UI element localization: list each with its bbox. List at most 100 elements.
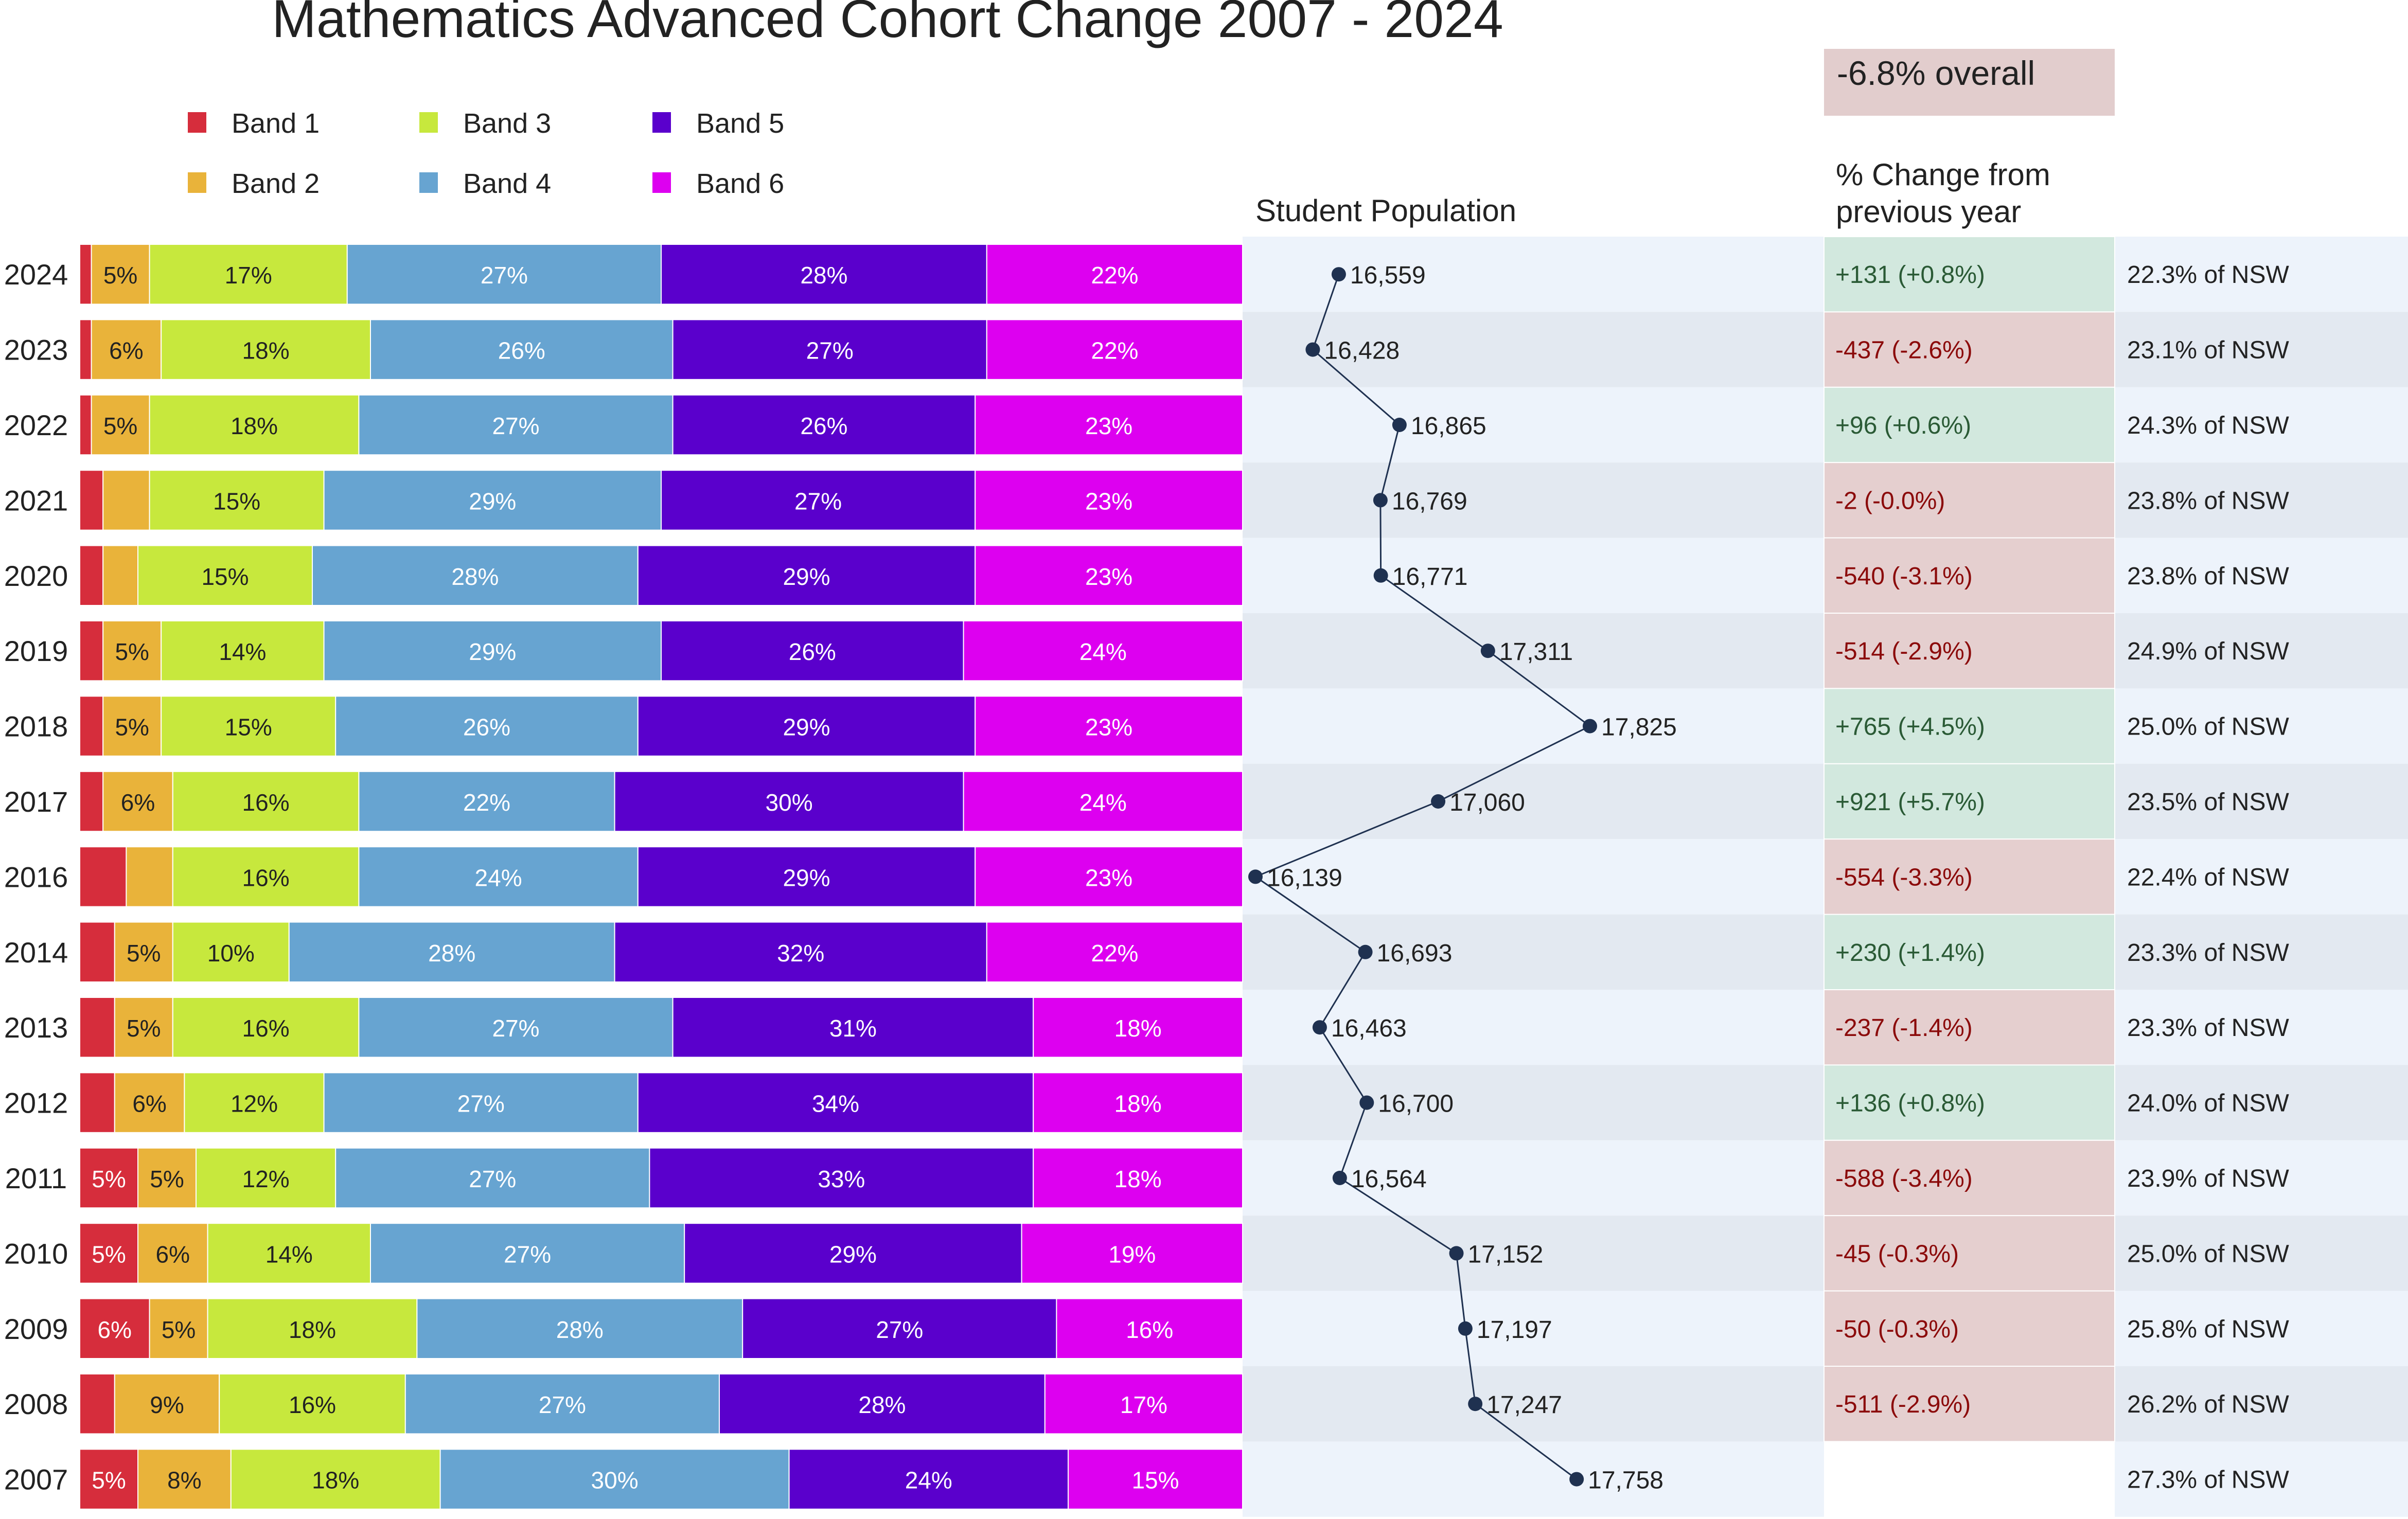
bar-segment-band6 bbox=[986, 319, 1244, 380]
bar-label-band6: 23% bbox=[1085, 864, 1132, 891]
change-cell-bg bbox=[1823, 914, 2115, 990]
population-row-bg bbox=[1243, 1216, 1824, 1291]
bar-label-band2: 5% bbox=[115, 714, 149, 741]
bar-label-band1: 5% bbox=[92, 1166, 126, 1192]
year-label: 2011 bbox=[5, 1162, 67, 1194]
change-cell-bg bbox=[1823, 688, 2115, 764]
change-cell-label: -514 (-2.9%) bbox=[1835, 638, 1973, 665]
year-label: 2020 bbox=[4, 560, 68, 592]
bar-label-band4: 30% bbox=[591, 1467, 639, 1494]
bar-label-band6: 23% bbox=[1085, 488, 1132, 514]
bar-segment-band2 bbox=[102, 545, 138, 606]
bar-label-band6: 22% bbox=[1091, 337, 1138, 364]
nsw-row-bg bbox=[2115, 990, 2408, 1065]
bar-segment-band1 bbox=[79, 1298, 150, 1360]
bar-segment-band5 bbox=[661, 244, 987, 305]
change-cell-label: +96 (+0.6%) bbox=[1835, 412, 1971, 439]
bar-segment-band1 bbox=[79, 1449, 138, 1510]
bar-label-band3: 16% bbox=[289, 1391, 336, 1418]
population-point bbox=[1449, 1246, 1464, 1261]
legend-label-band2: Band 2 bbox=[232, 168, 320, 199]
population-point bbox=[1248, 869, 1263, 884]
bar-segment-band1 bbox=[79, 319, 92, 380]
year-label: 2008 bbox=[4, 1388, 68, 1420]
bar-segment-band6 bbox=[975, 846, 1243, 907]
population-row-bg bbox=[1243, 688, 1824, 764]
bar-segment-band1 bbox=[79, 1223, 138, 1284]
bar-label-band4: 27% bbox=[457, 1091, 505, 1117]
bar-segment-band6 bbox=[1056, 1298, 1243, 1360]
bar-segment-band6 bbox=[975, 695, 1243, 757]
change-cell-label: -45 (-0.3%) bbox=[1835, 1240, 1959, 1267]
bar-segment-band1 bbox=[79, 244, 92, 305]
population-row-bg bbox=[1243, 1065, 1824, 1140]
bar-segment-band2 bbox=[126, 846, 173, 907]
bar-segment-band2 bbox=[114, 1373, 220, 1435]
change-cell-bg bbox=[1823, 763, 2115, 840]
legend-label-band3: Band 3 bbox=[463, 108, 551, 139]
bar-label-band6: 24% bbox=[1079, 789, 1127, 816]
population-point bbox=[1358, 944, 1373, 959]
nsw-row-bg bbox=[2115, 1291, 2408, 1366]
bar-label-band2: 6% bbox=[132, 1091, 166, 1117]
change-cell-label: -511 (-2.9%) bbox=[1835, 1391, 1971, 1418]
bar-label-band3: 18% bbox=[312, 1467, 359, 1494]
bar-label-band2: 5% bbox=[103, 262, 137, 289]
nsw-row-bg bbox=[2115, 839, 2408, 915]
bar-segment-band3 bbox=[172, 921, 290, 982]
bar-segment-band4 bbox=[404, 1373, 720, 1435]
bar-label-band3: 15% bbox=[213, 488, 260, 514]
bar-segment-band5 bbox=[672, 394, 976, 456]
bar-segment-band4 bbox=[358, 771, 615, 832]
population-point bbox=[1431, 794, 1446, 809]
bar-label-band2: 6% bbox=[156, 1241, 190, 1267]
bar-segment-band4 bbox=[323, 1072, 639, 1133]
bar-label-band4: 24% bbox=[475, 864, 522, 891]
bar-label-band6: 23% bbox=[1085, 413, 1132, 439]
bar-segment-band1 bbox=[79, 921, 115, 982]
population-row-bg bbox=[1243, 990, 1824, 1065]
change-cell-label: -588 (-3.4%) bbox=[1835, 1165, 1973, 1192]
change-cell-bg bbox=[1823, 462, 2115, 539]
bar-label-band1: 5% bbox=[92, 1467, 126, 1494]
population-value-label: 17,247 bbox=[1486, 1391, 1562, 1419]
nsw-share-label: 25.8% of NSW bbox=[2127, 1316, 2289, 1343]
bar-label-band6: 17% bbox=[1120, 1391, 1167, 1418]
bar-label-band6: 22% bbox=[1091, 262, 1138, 289]
change-cell-bg bbox=[1823, 1215, 2115, 1292]
bar-segment-band6 bbox=[1033, 997, 1243, 1058]
population-row-bg bbox=[1243, 1441, 1824, 1517]
bar-label-band3: 14% bbox=[265, 1241, 313, 1267]
legend-label-band1: Band 1 bbox=[232, 108, 320, 139]
change-cell-bg bbox=[1823, 1064, 2115, 1141]
bar-segment-band2 bbox=[102, 470, 150, 531]
bar-label-band5: 26% bbox=[789, 638, 836, 665]
bar-label-band5: 31% bbox=[829, 1015, 877, 1042]
nsw-share-label: 23.3% of NSW bbox=[2127, 1014, 2289, 1042]
bar-label-band2: 9% bbox=[150, 1391, 184, 1418]
bar-label-band1: 5% bbox=[92, 1241, 126, 1267]
nsw-share-label: 22.4% of NSW bbox=[2127, 864, 2289, 891]
change-cell-label: +136 (+0.8%) bbox=[1835, 1090, 1985, 1117]
nsw-share-label: 23.9% of NSW bbox=[2127, 1165, 2289, 1192]
change-header-line2: previous year bbox=[1836, 194, 2021, 229]
year-label: 2021 bbox=[4, 484, 68, 516]
bar-label-band5: 26% bbox=[800, 413, 847, 439]
bar-label-band3: 14% bbox=[219, 638, 266, 665]
bar-label-band5: 27% bbox=[806, 337, 854, 364]
population-value-label: 16,139 bbox=[1267, 864, 1342, 891]
legend-label-band6: Band 6 bbox=[696, 168, 784, 199]
bar-label-band5: 28% bbox=[800, 262, 847, 289]
bar-label-band5: 27% bbox=[876, 1316, 923, 1343]
year-label: 2017 bbox=[4, 785, 68, 818]
bar-label-band5: 32% bbox=[777, 940, 824, 967]
population-row-bg bbox=[1243, 1140, 1824, 1216]
population-value-label: 17,060 bbox=[1449, 789, 1525, 816]
legend-swatch-band2 bbox=[188, 172, 206, 193]
change-cell-bg bbox=[1823, 236, 2115, 313]
change-cell-bg bbox=[1823, 838, 2115, 915]
population-value-label: 16,693 bbox=[1377, 940, 1453, 967]
population-point bbox=[1458, 1321, 1473, 1336]
bar-label-band4: 27% bbox=[469, 1166, 516, 1192]
